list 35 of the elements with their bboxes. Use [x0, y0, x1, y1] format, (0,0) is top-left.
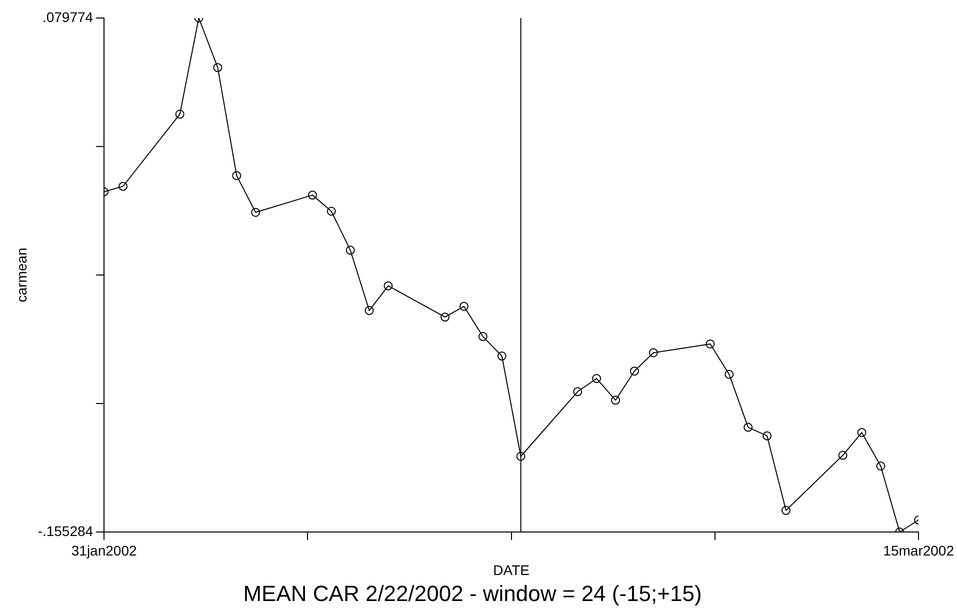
point	[478, 332, 488, 342]
point	[232, 171, 242, 180]
x-tick-label: 31jan2002	[71, 542, 137, 558]
point	[762, 431, 772, 440]
x-axis-title: DATE	[493, 562, 530, 578]
point	[592, 374, 602, 384]
point	[838, 450, 848, 460]
x-tick-label: 15mar2002	[883, 542, 954, 558]
point	[384, 281, 393, 290]
point	[497, 352, 506, 361]
text: MEAN CAR 2/22/2002 - window = 24 (-15;+15)	[243, 580, 702, 606]
point	[364, 306, 374, 316]
point	[175, 110, 184, 119]
point	[744, 422, 753, 432]
point	[781, 506, 790, 515]
point	[630, 366, 639, 376]
point	[251, 208, 260, 217]
point	[876, 461, 886, 470]
point	[857, 428, 866, 438]
point	[724, 370, 734, 379]
point	[308, 190, 317, 200]
point	[648, 348, 658, 358]
point	[573, 387, 582, 396]
point	[611, 396, 620, 405]
point	[213, 63, 222, 72]
y-tick-label: .079774	[42, 8, 94, 25]
point	[346, 246, 355, 255]
point	[440, 312, 450, 322]
point	[118, 182, 128, 191]
point	[516, 452, 526, 461]
point	[706, 339, 715, 348]
point	[459, 302, 468, 311]
y-tick-label: -.155284	[38, 522, 94, 539]
y-axis-title: carmean	[13, 248, 30, 302]
point	[326, 206, 336, 216]
